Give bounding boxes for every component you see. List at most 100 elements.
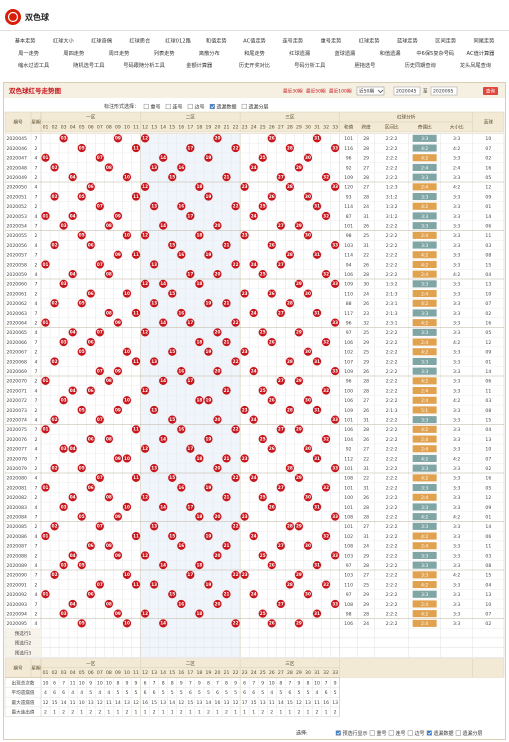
red-ball-number: 04 — [70, 330, 76, 335]
nav-link[interactable]: 红球大小 — [53, 37, 75, 45]
nav-link[interactable]: 红球质合 — [129, 37, 151, 45]
nav-link[interactable]: 历史同期查询 — [405, 61, 436, 69]
red-ball — [95, 415, 104, 424]
nav-link[interactable]: 连号走势 — [282, 37, 303, 45]
option[interactable]: 遗漏分层 — [249, 103, 269, 110]
option[interactable]: 连号 — [173, 103, 183, 110]
weekday: 7 — [35, 485, 38, 491]
summary-value: 6 — [288, 690, 291, 696]
red-ball-number: 33 — [332, 514, 338, 519]
option[interactable]: 遗漏数据 — [434, 730, 454, 737]
red-ball-number: 21 — [224, 174, 230, 179]
nav-link[interactable]: 同尾走势 — [474, 37, 495, 45]
nav-link[interactable]: 和尾走势 — [244, 49, 265, 57]
red-ball-number: 08 — [106, 495, 112, 500]
nav-link[interactable]: 红球走势 — [359, 37, 380, 45]
nav-link[interactable]: 蓝球遗漏 — [334, 49, 355, 57]
stat-value: 3:3 — [421, 417, 428, 423]
stat-value: 103 — [344, 243, 353, 249]
nav-link[interactable]: 蓝球走势 — [397, 37, 418, 45]
red-ball — [77, 299, 86, 308]
preselect-label[interactable]: 预选行2 — [15, 640, 32, 647]
red-ball-number: 17 — [187, 271, 193, 276]
checkbox[interactable] — [187, 103, 193, 110]
nav-link[interactable]: 重号走势 — [321, 37, 342, 45]
nav-link[interactable]: 基本走势 — [15, 37, 36, 45]
period-select[interactable] — [356, 86, 385, 96]
nav-link[interactable]: 周一走势 — [18, 49, 39, 57]
option[interactable]: 重号 — [377, 730, 387, 737]
nav-link[interactable]: 号码分析工具 — [294, 61, 325, 69]
option[interactable]: 连号 — [396, 730, 406, 737]
query-button[interactable] — [483, 87, 498, 95]
nav-link[interactable]: 龙头凤尾查询 — [460, 61, 491, 69]
option[interactable]: 预选行显示 — [343, 730, 368, 737]
red-ball-number: 06 — [88, 592, 94, 597]
summary-value: 11 — [314, 700, 320, 706]
stat-value: 28 — [363, 563, 369, 569]
quick-link[interactable]: 最近50期 — [306, 88, 326, 95]
preselect-label[interactable]: 预选行1 — [15, 630, 32, 637]
nav-link[interactable]: 随机选号工具 — [73, 61, 104, 69]
checkbox[interactable] — [369, 730, 375, 736]
red-ball — [249, 473, 258, 482]
nav-link[interactable]: 和值走势 — [206, 37, 227, 45]
stat-value: 3:3 — [421, 466, 428, 472]
checkbox[interactable] — [455, 730, 461, 736]
nav-link[interactable]: 红球奇偶 — [91, 37, 112, 45]
stat-value: 29 — [363, 602, 369, 608]
nav-link[interactable]: 号码跟随分析工具 — [123, 61, 165, 69]
quick-link[interactable]: 最近30期 — [283, 88, 303, 95]
blue-ball: 07 — [485, 611, 491, 617]
ratio-highlight — [412, 406, 437, 414]
checkbox[interactable] — [388, 730, 394, 736]
red-ball-number: 24 — [251, 213, 257, 218]
option[interactable]: 重号 — [151, 103, 161, 110]
ratio-highlight — [412, 134, 437, 142]
nav-link[interactable]: 金额计算器 — [186, 61, 213, 69]
to-input[interactable] — [430, 86, 458, 96]
from-input[interactable] — [393, 86, 421, 96]
nav-link[interactable]: 和值遗漏 — [380, 49, 401, 57]
red-ball-number: 16 — [178, 204, 184, 209]
nav-link[interactable]: 红球012路 — [165, 37, 191, 45]
checkbox[interactable] — [165, 103, 171, 110]
nav-link[interactable]: AC值走势 — [243, 37, 266, 45]
nav-link[interactable]: 区间走势 — [435, 37, 456, 45]
checkbox[interactable] — [426, 730, 432, 736]
red-ball-number: 32 — [323, 436, 329, 441]
nav-link[interactable]: AC值计算器 — [466, 49, 495, 57]
red-ball — [168, 347, 177, 356]
option[interactable]: 边号 — [195, 103, 205, 110]
nav-link[interactable]: 离散分布 — [199, 49, 220, 57]
nav-link[interactable]: 红球遗漏 — [289, 49, 310, 57]
checkbox[interactable] — [335, 730, 341, 736]
nav-link[interactable]: 胆拖选号 — [355, 61, 376, 69]
red-ball — [312, 134, 322, 143]
checkbox[interactable] — [209, 103, 215, 110]
nav-link[interactable]: 列表走势 — [154, 49, 175, 57]
option[interactable]: 遗漏分层 — [463, 730, 483, 737]
stat-value: 108 — [344, 602, 353, 608]
number-header: 09 — [115, 125, 121, 131]
checkbox[interactable] — [143, 103, 149, 110]
preselect-label[interactable]: 预选行3 — [15, 649, 32, 656]
summary-value: 10 — [97, 680, 103, 686]
checkbox[interactable] — [241, 103, 247, 110]
nav-link[interactable]: 缩水过滤工具 — [18, 61, 49, 69]
checkbox[interactable] — [407, 730, 413, 736]
quick-link[interactable]: 最近100期 — [329, 88, 352, 95]
stat-value: 2:2:2 — [386, 243, 398, 249]
nav-link[interactable]: 周四走势 — [63, 49, 84, 57]
summary-value: 8 — [171, 680, 174, 686]
weekday: 7 — [35, 427, 38, 433]
red-ball-number: 33 — [332, 465, 338, 470]
option[interactable]: 边号 — [415, 730, 425, 737]
red-ball-number: 11 — [133, 475, 139, 480]
red-ball-number: 09 — [115, 320, 121, 325]
nav-link[interactable]: 历史开奖对比 — [239, 61, 270, 69]
nav-link[interactable]: 中6保5复杂号码 — [416, 49, 454, 57]
nav-link[interactable]: 周日走势 — [109, 49, 130, 57]
weekday: 2 — [35, 379, 38, 385]
option[interactable]: 遗漏数据 — [217, 103, 237, 110]
